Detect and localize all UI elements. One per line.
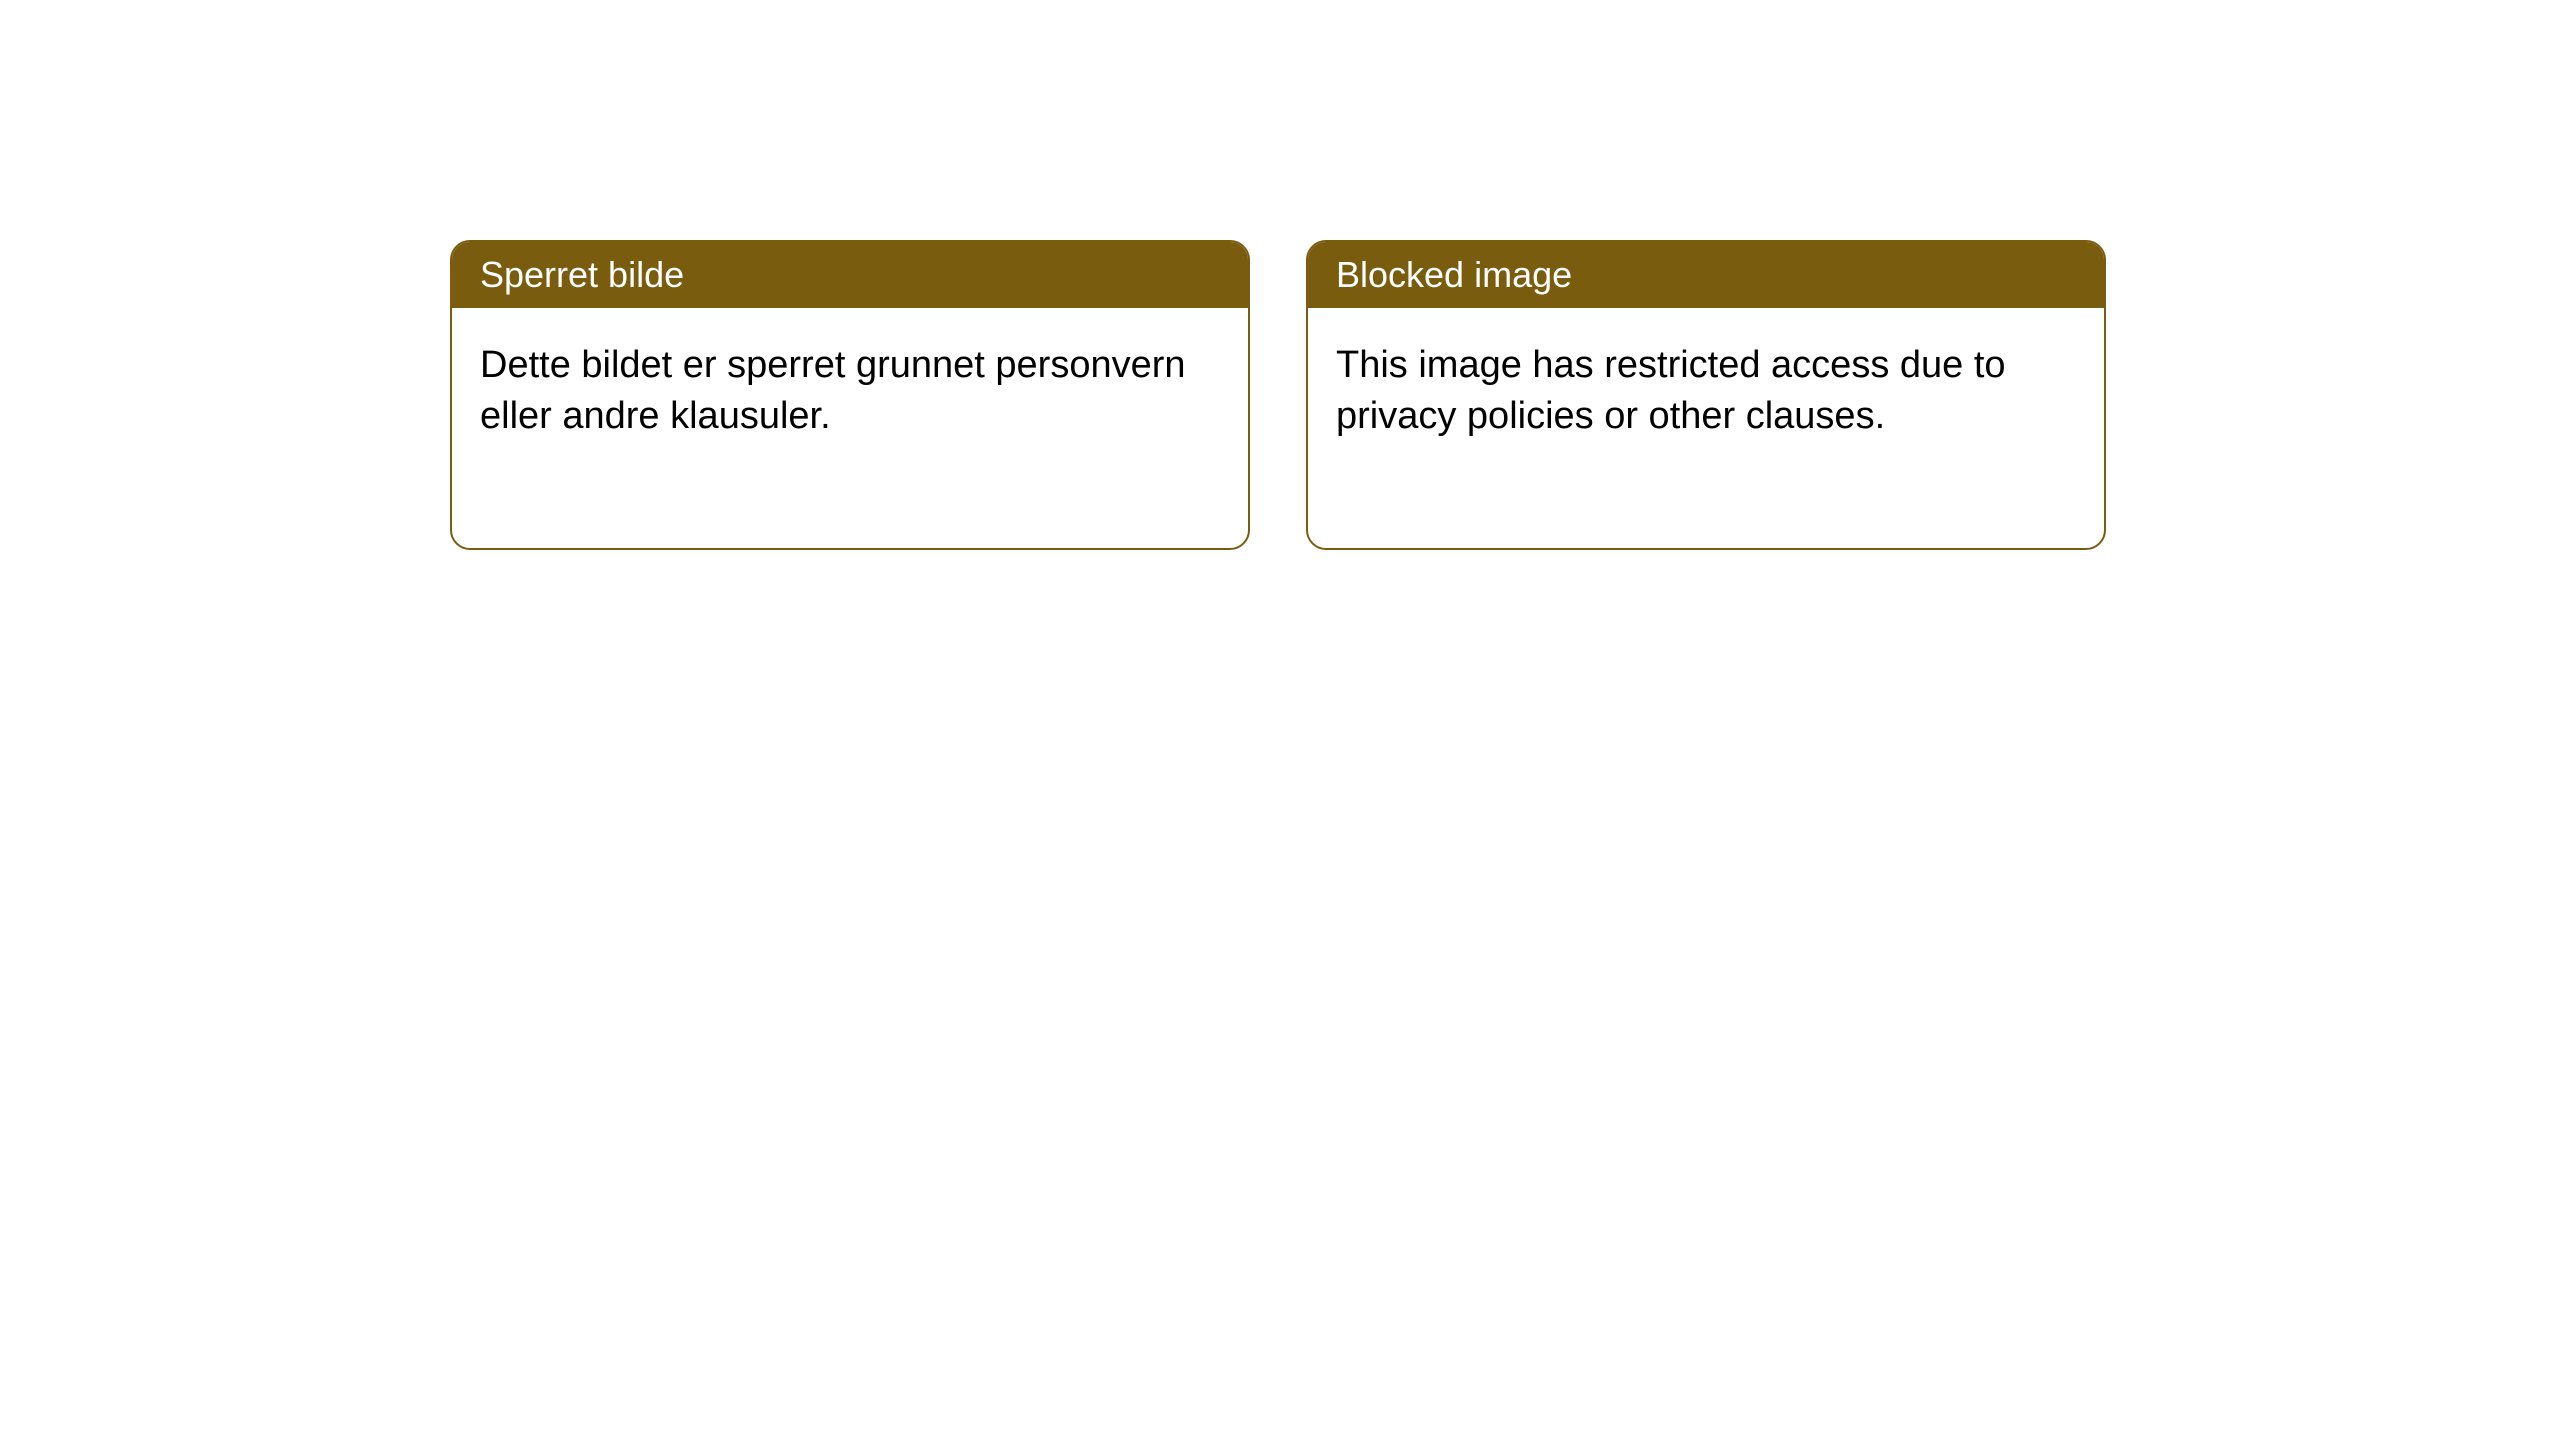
card-body: Dette bildet er sperret grunnet personve… — [452, 308, 1248, 548]
card-body-text: This image has restricted access due to … — [1336, 344, 2006, 437]
notice-card-english: Blocked image This image has restricted … — [1306, 240, 2106, 550]
notice-card-norwegian: Sperret bilde Dette bildet er sperret gr… — [450, 240, 1250, 550]
card-body-text: Dette bildet er sperret grunnet personve… — [480, 344, 1186, 437]
card-header: Blocked image — [1308, 242, 2104, 308]
notice-container: Sperret bilde Dette bildet er sperret gr… — [450, 240, 2106, 550]
card-title: Sperret bilde — [480, 254, 684, 295]
card-header: Sperret bilde — [452, 242, 1248, 308]
card-title: Blocked image — [1336, 254, 1572, 295]
card-body: This image has restricted access due to … — [1308, 308, 2104, 548]
